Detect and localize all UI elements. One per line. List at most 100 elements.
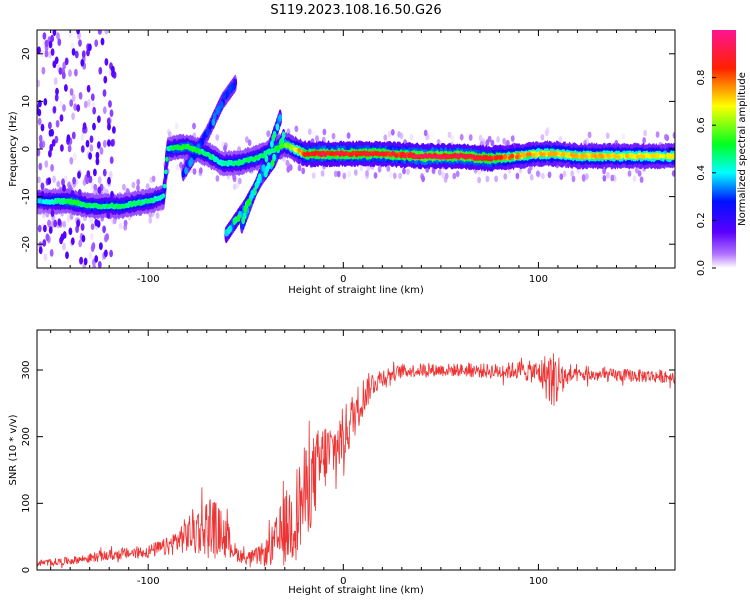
heatmap-cell <box>198 167 203 174</box>
heatmap-cell <box>71 48 76 56</box>
heatmap-cell <box>105 203 110 209</box>
heatmap-cell <box>186 143 190 149</box>
snr-ytick-label: 100 <box>21 494 32 513</box>
heatmap-cell <box>64 84 68 92</box>
heatmap-cell <box>123 219 128 227</box>
heatmap-cell <box>613 153 618 159</box>
heatmap-cell <box>66 134 71 142</box>
heatmap-cell <box>194 148 199 154</box>
heatmap-cell <box>224 160 229 166</box>
heatmap-cell <box>635 154 640 160</box>
heatmap-cell <box>215 134 220 141</box>
heatmap-cell <box>200 137 205 146</box>
heatmap-cell <box>439 154 443 160</box>
heatmap-cell <box>336 150 340 156</box>
heatmap-cell <box>333 170 338 178</box>
heatmap-cell <box>211 118 216 126</box>
heatmap-cell <box>581 152 586 158</box>
heatmap-cell <box>57 38 62 46</box>
heatmap-cell <box>237 177 242 185</box>
heatmap-cell <box>83 257 88 266</box>
heatmap-cell <box>285 159 290 167</box>
heatmap-cell <box>672 132 675 139</box>
heatmap-cell <box>88 43 92 52</box>
heatmap-cell <box>593 154 598 159</box>
heatmap-cell <box>353 169 358 176</box>
heatmap-cell <box>76 199 80 205</box>
heatmap-cell <box>111 65 115 74</box>
heatmap-cell <box>56 180 61 188</box>
heatmap-cell <box>165 156 169 162</box>
heatmap-cell <box>86 170 91 178</box>
heatmap-cell <box>377 166 382 173</box>
heatmap-cell <box>37 79 41 88</box>
heatmap-cell <box>77 189 82 197</box>
heatmap-cell <box>102 168 107 177</box>
heatmap-cell <box>112 126 116 134</box>
heatmap-cell <box>320 150 325 156</box>
heatmap-cell <box>503 153 508 159</box>
heatmap-cell <box>156 195 161 201</box>
snr-ticks: -100 0 100 0 100 200 300 <box>21 330 676 587</box>
heatmap-cell <box>78 39 82 47</box>
heatmap-cell <box>81 234 86 243</box>
heatmap-cells <box>37 30 675 268</box>
heatmap-cell <box>72 176 76 185</box>
heatmap-cell <box>97 261 102 268</box>
colorbar: 0.0 0.2 0.4 0.6 0.8 Normalized spectral ampl… <box>696 30 748 276</box>
heatmap-cell <box>478 134 483 142</box>
heatmap-cell <box>515 172 520 180</box>
heatmap-cell <box>162 183 167 189</box>
heatmap-cell <box>443 154 448 160</box>
heatmap-cell <box>97 30 102 35</box>
heatmap-cell <box>441 171 445 179</box>
heatmap-cell <box>76 104 81 112</box>
heatmap-cell <box>671 170 675 177</box>
heatmap-cell <box>160 194 165 200</box>
heatmap-cell <box>527 167 532 175</box>
heatmap-cell <box>65 198 70 204</box>
snr-xlabel: Height of straight line (km) <box>288 585 424 596</box>
heatmap-cell <box>122 183 126 191</box>
heatmap-cell <box>37 176 41 184</box>
heatmap-cell <box>275 123 280 131</box>
heatmap-cell <box>207 152 212 158</box>
heatmap-cell <box>241 159 245 165</box>
heatmap-cell <box>494 155 498 161</box>
heatmap-cell <box>76 219 80 228</box>
heatmap-cell <box>451 153 456 159</box>
snr-ytick-label: 300 <box>21 360 32 379</box>
heatmap-cell <box>43 253 48 261</box>
heatmap-cell <box>43 224 47 233</box>
heatmap-cell <box>78 92 83 100</box>
heatmap-cell <box>573 153 578 158</box>
heatmap-cell <box>70 42 75 50</box>
heatmap-cell <box>515 154 519 160</box>
heatmap-cell <box>388 171 393 178</box>
heatmap-cell <box>37 224 42 233</box>
snr-ylabel: SNR (10 * v/v) <box>8 414 19 485</box>
heatmap-cell <box>86 84 91 93</box>
heatmap-cell <box>232 174 237 181</box>
heatmap-cell <box>227 226 231 234</box>
heatmap-cell <box>341 151 346 157</box>
heatmap-cell <box>231 161 236 167</box>
heatmap-cell <box>253 187 257 196</box>
heatmap-cell <box>102 140 107 148</box>
heatmap-cell <box>219 101 224 109</box>
heatmap-cell <box>89 135 94 143</box>
colorbar-tick-label: 0.4 <box>696 165 707 181</box>
heatmap-cell <box>498 155 503 160</box>
heatmap-cell <box>56 197 60 203</box>
colorbar-tick-label: 0.2 <box>696 212 707 228</box>
heatmap-cell <box>616 154 621 160</box>
heatmap-cell <box>180 145 185 151</box>
heatmap-cell <box>374 151 379 157</box>
heatmap-cell <box>77 171 81 179</box>
heatmap-cell <box>49 143 54 152</box>
heatmap-cell <box>109 249 113 258</box>
heatmap-cell <box>625 153 629 159</box>
heatmap-cell <box>297 147 302 153</box>
heatmap-cell <box>232 217 237 226</box>
heatmap-cell <box>50 209 55 217</box>
